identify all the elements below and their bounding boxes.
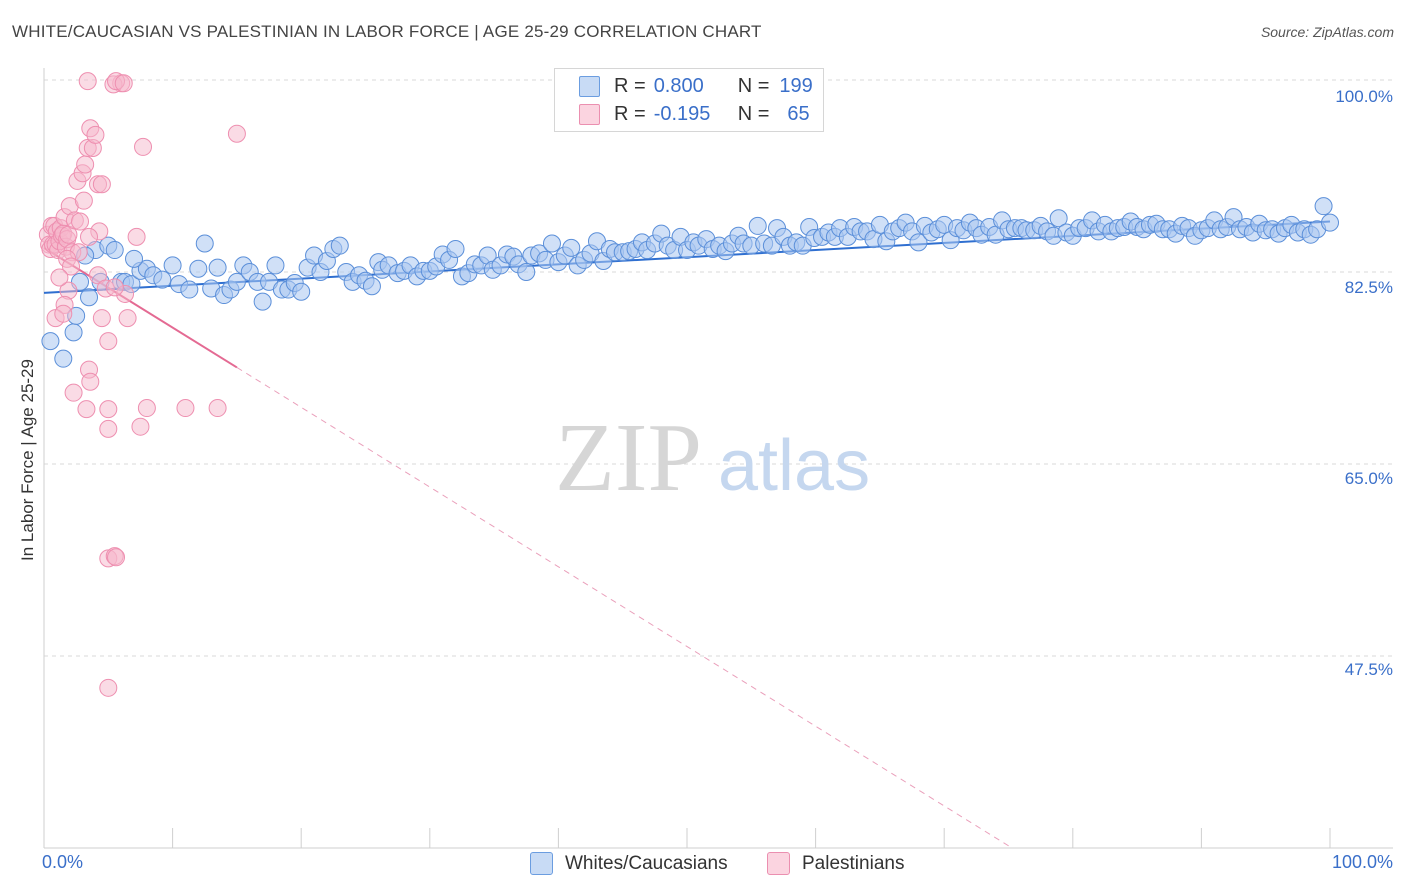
point-palestinians [78,72,97,91]
point-whites [64,323,83,342]
point-palestinians [80,227,99,246]
point-whites [180,280,199,299]
x-tick-label-max: 100.0% [1331,852,1393,872]
point-whites [105,241,124,260]
point-palestinians [208,399,227,418]
y-tick-label: 100.0% [1335,87,1393,106]
point-palestinians [62,257,81,276]
point-palestinians [64,383,83,402]
axes [43,68,1393,849]
point-palestinians [134,137,153,156]
y-tick-label: 65.0% [1344,469,1393,488]
legend-row-whites: R = 0.800 N = 199 [579,73,813,99]
legend-label-palestinians: Palestinians [802,852,905,874]
trend-line-palestinians-extension [236,367,1013,849]
source-label: Source: ZipAtlas.com [1260,24,1394,40]
point-palestinians [81,372,100,391]
point-palestinians [99,678,118,697]
point-whites [362,277,381,296]
point-palestinians [227,124,246,143]
point-whites [153,270,172,289]
n-label: N = [737,74,770,97]
point-whites [208,258,227,277]
legend-swatch-palestinians [579,103,600,125]
point-palestinians [137,399,156,418]
legend-swatch-palestinians [767,852,790,875]
bottom-legend-whites[interactable]: Whites/Caucasians [530,852,728,875]
point-whites [562,238,581,257]
point-whites [1314,197,1333,216]
point-palestinians [105,278,124,297]
point-palestinians [176,399,195,418]
r-value: 0.800 [653,74,704,97]
point-whites [292,282,311,301]
point-palestinians [118,309,137,328]
point-whites [253,292,272,311]
chart-title: WHITE/CAUCASIAN VS PALESTINIAN IN LABOR … [12,22,762,41]
point-whites [748,216,767,235]
y-tick-label: 47.5% [1344,660,1393,679]
point-palestinians [99,400,118,419]
point-palestinians [86,125,105,144]
n-value: 65 [787,102,810,125]
point-palestinians [114,74,133,93]
x-tick-label-min: 0.0% [42,852,84,872]
point-whites [41,332,60,351]
point-palestinians [89,266,108,285]
point-palestinians [131,417,150,436]
point-whites [125,249,144,268]
point-palestinians [99,419,118,438]
y-axis-label: In Labor Force | Age 25-29 [18,359,37,561]
point-whites [54,349,73,368]
watermark-zip: ZIP [555,404,702,512]
point-palestinians [107,548,126,567]
point-whites [163,256,182,275]
point-palestinians [77,400,96,419]
point-whites [330,236,349,255]
point-whites [446,239,465,258]
point-palestinians [54,304,73,323]
series-whites-points [41,197,1339,368]
bottom-legend-palestinians[interactable]: Palestinians [767,852,904,875]
legend-label-whites: Whites/Caucasians [565,852,728,874]
point-whites [266,256,285,275]
point-whites [909,233,928,252]
legend-swatch-whites [530,852,553,875]
point-whites [1049,209,1068,228]
point-palestinians [99,332,118,351]
point-palestinians [92,309,111,328]
point-whites [1321,213,1339,232]
point-palestinians [92,175,111,194]
point-palestinians [74,191,93,210]
r-value: -0.195 [653,102,711,125]
watermark-atlas: atlas [718,426,870,506]
series-palestinians-points [38,72,246,697]
point-palestinians [127,227,146,246]
point-whites [189,259,208,278]
watermark: ZIP atlas [555,404,870,512]
point-whites [195,234,214,253]
point-palestinians [76,155,95,174]
legend-row-palestinians: R = -0.195 N = 65 [579,101,810,127]
point-whites [80,288,99,307]
r-label: R = [614,102,646,125]
r-label: R = [614,74,646,97]
point-whites [227,272,246,291]
y-tick-label: 82.5% [1344,278,1393,297]
legend-swatch-whites [579,75,600,97]
n-label: N = [737,102,770,125]
point-whites [517,263,536,281]
grid-lines [44,79,1393,657]
correlation-legend: R = 0.800 N = 199 R = -0.195 N = 65 [554,68,824,132]
point-whites [542,234,561,253]
point-palestinians [50,268,69,287]
trend-lines [43,220,1331,849]
point-palestinians [71,212,90,231]
n-value: 199 [779,74,813,97]
